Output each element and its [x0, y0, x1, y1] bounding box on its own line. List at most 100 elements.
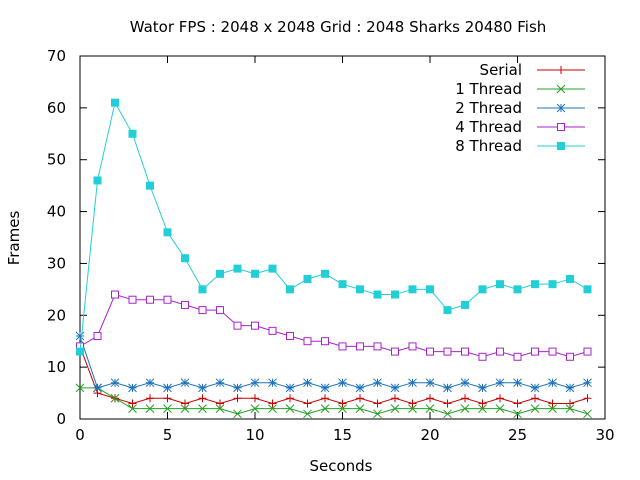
data-point [478, 352, 487, 361]
data-point [408, 285, 417, 294]
y-tick-label: 70 [47, 47, 66, 65]
data-point [181, 300, 189, 309]
y-tick-label: 30 [47, 254, 66, 272]
data-point [285, 404, 295, 413]
data-point [286, 332, 294, 341]
legend-swatch-marker [557, 142, 565, 150]
series-serial [76, 342, 592, 408]
x-tick-label: 30 [595, 426, 614, 444]
data-point [461, 347, 469, 356]
data-point [443, 399, 452, 408]
data-point [478, 383, 487, 393]
data-point [215, 404, 225, 413]
plot-axes [79, 55, 606, 420]
data-point [233, 264, 242, 273]
data-point [408, 342, 417, 351]
data-point [548, 280, 557, 289]
y-tick-label: 10 [47, 358, 66, 376]
data-point [443, 347, 452, 356]
data-point [180, 378, 190, 388]
data-point [513, 409, 522, 419]
data-point [443, 409, 452, 419]
data-point [426, 347, 434, 356]
plot-frame [79, 55, 606, 420]
data-point [583, 409, 592, 419]
data-point [478, 285, 487, 294]
data-point [408, 404, 417, 413]
data-point [531, 280, 539, 289]
data-point [250, 378, 260, 388]
data-point [496, 394, 504, 403]
data-point [356, 285, 364, 294]
data-point [110, 378, 120, 388]
data-point [198, 285, 207, 294]
data-point [566, 274, 574, 283]
data-point [146, 295, 154, 304]
data-point [216, 269, 224, 278]
data-point [355, 383, 365, 393]
legend-label: 1 Thread [455, 80, 522, 98]
data-point [93, 332, 102, 341]
data-point [478, 404, 487, 413]
data-point [198, 404, 207, 413]
data-point [460, 378, 470, 388]
data-point [320, 383, 330, 393]
data-point [321, 269, 329, 278]
legend-swatch-marker [557, 123, 565, 131]
y-tick-label: 60 [47, 99, 66, 117]
data-point [548, 378, 557, 388]
data-point [268, 378, 277, 388]
data-point [338, 378, 347, 388]
data-point [583, 378, 592, 388]
series-line [80, 387, 588, 415]
x-tick-label: 10 [245, 426, 264, 444]
axis-ticks: 0 5 10 15 20 25 30 0 10 20 30 40 50 60 70 [47, 47, 615, 444]
series-4-thread [76, 290, 592, 361]
data-point [356, 394, 364, 403]
data-point [251, 394, 259, 403]
data-point [321, 394, 329, 403]
data-point [128, 129, 137, 138]
data-point [338, 280, 347, 289]
legend-label: 4 Thread [455, 118, 522, 136]
data-point [531, 394, 539, 403]
y-tick-label: 0 [56, 410, 66, 428]
data-point [268, 326, 277, 335]
data-point [390, 404, 400, 413]
data-point [216, 399, 224, 408]
data-point [443, 383, 452, 393]
data-point [548, 404, 557, 413]
data-point [251, 321, 259, 330]
data-point [303, 337, 312, 346]
data-point [373, 399, 382, 408]
data-point [426, 285, 434, 294]
legend-item: Serial [480, 61, 585, 79]
data-point [303, 399, 312, 408]
data-point [198, 383, 207, 393]
legend-item: 8 Thread [455, 137, 585, 155]
data-point [216, 306, 224, 315]
data-point [565, 383, 575, 393]
data-point [93, 383, 102, 393]
data-point [250, 404, 260, 413]
data-point [426, 394, 434, 403]
data-point [128, 383, 137, 393]
data-point [233, 409, 242, 419]
data-point [495, 378, 505, 388]
data-point [268, 399, 277, 408]
data-point [460, 404, 470, 413]
data-point [251, 269, 259, 278]
data-point [233, 394, 242, 403]
data-point [548, 347, 557, 356]
data-point [75, 383, 85, 393]
data-point [163, 228, 172, 237]
data-point [566, 352, 574, 361]
data-point [268, 264, 277, 273]
data-point [565, 404, 575, 413]
x-tick-label: 25 [508, 426, 527, 444]
data-point [338, 342, 347, 351]
data-point [146, 181, 154, 190]
data-point [286, 285, 294, 294]
